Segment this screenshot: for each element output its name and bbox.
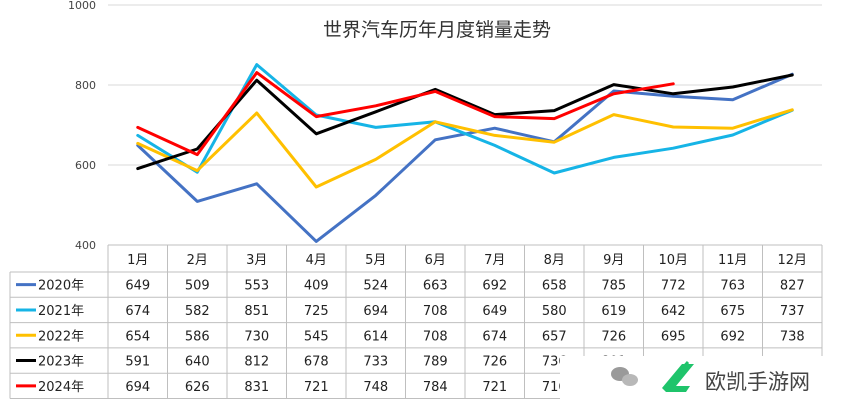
table-cell: 784 — [423, 380, 448, 395]
table-cell: 730 — [244, 329, 269, 344]
table-cell: 733 — [363, 355, 388, 370]
table-cell: 738 — [780, 329, 805, 344]
legend-label: 2023年 — [38, 355, 84, 370]
table-cell: 678 — [304, 355, 329, 370]
table-cell: 708 — [423, 329, 448, 344]
table-cell: 789 — [423, 355, 448, 370]
x-tick-label: 4月 — [306, 253, 327, 268]
x-tick-label: 9月 — [603, 253, 624, 268]
wechat-icon — [611, 367, 638, 386]
table-cell: 654 — [125, 329, 150, 344]
legend-label: 2022年 — [38, 329, 84, 344]
series-lines — [136, 63, 794, 243]
watermark: 欧凯手游网 — [560, 356, 842, 407]
table-cell: 675 — [720, 304, 745, 319]
chart-title: 世界汽车历年月度销量走势 — [323, 19, 551, 41]
table-cell: 737 — [780, 304, 805, 319]
x-tick-label: 3月 — [246, 253, 267, 268]
table-cell: 812 — [244, 355, 269, 370]
table-cell: 619 — [601, 304, 626, 319]
table-cell: 851 — [244, 304, 269, 319]
table-cell: 586 — [185, 329, 210, 344]
table-cell: 785 — [601, 279, 626, 294]
watermark-text: 欧凯手游网 — [705, 370, 810, 394]
y-tick-label-600: 600 — [75, 159, 96, 172]
table-cell: 721 — [304, 380, 329, 395]
legend-label: 2020年 — [38, 279, 84, 294]
watermark-backdrop — [560, 356, 842, 407]
table-cell: 509 — [185, 279, 210, 294]
legend-label: 2021年 — [38, 304, 84, 319]
table-cell: 692 — [482, 279, 507, 294]
y-tick-label-800: 800 — [75, 79, 96, 92]
table-cell: 831 — [244, 380, 269, 395]
table-cell: 708 — [423, 304, 448, 319]
table-cell: 827 — [780, 279, 805, 294]
table-cell: 694 — [125, 380, 150, 395]
y-tick-label-400: 400 — [75, 239, 96, 252]
table-cell: 726 — [601, 329, 626, 344]
table-cell: 674 — [125, 304, 150, 319]
table-cell: 694 — [363, 304, 388, 319]
site-logo-icon — [662, 361, 694, 392]
series-line-2023年 — [136, 73, 794, 171]
table-cell: 658 — [542, 279, 567, 294]
table-cell: 772 — [661, 279, 686, 294]
x-tick-label: 2月 — [187, 253, 208, 268]
table-cell: 663 — [423, 279, 448, 294]
x-tick-label: 1月 — [127, 253, 148, 268]
x-tick-label: 8月 — [544, 253, 565, 268]
table-cell: 591 — [125, 355, 150, 370]
gridlines — [108, 4, 822, 166]
y-axis-ticks: 400 600 800 1000 — [68, 0, 96, 252]
table-cell: 721 — [482, 380, 507, 395]
table-cell: 626 — [185, 380, 210, 395]
table-cell: 649 — [125, 279, 150, 294]
y-tick-label-1000: 1000 — [68, 0, 96, 12]
table-cell: 640 — [185, 355, 210, 370]
table-cell: 642 — [661, 304, 686, 319]
table-cell: 748 — [363, 380, 388, 395]
table-cell: 545 — [304, 329, 329, 344]
table-cell: 614 — [363, 329, 388, 344]
series-line-2024年 — [136, 71, 675, 157]
table-cell: 725 — [304, 304, 329, 319]
x-tick-label: 10月 — [658, 253, 688, 268]
table-cell: 674 — [482, 329, 507, 344]
table-cell: 726 — [482, 355, 507, 370]
x-tick-label: 7月 — [484, 253, 505, 268]
table-cell: 763 — [720, 279, 745, 294]
table-cell: 409 — [304, 279, 329, 294]
x-tick-label: 5月 — [365, 253, 386, 268]
table-cell: 580 — [542, 304, 567, 319]
table-cell: 582 — [185, 304, 210, 319]
series-line-2021年 — [136, 63, 794, 175]
table-cell: 524 — [363, 279, 388, 294]
table-cell: 692 — [720, 329, 745, 344]
x-tick-label: 6月 — [425, 253, 446, 268]
legend-label: 2024年 — [38, 380, 84, 395]
series-line-2022年 — [136, 108, 794, 189]
table-cell: 695 — [661, 329, 686, 344]
table-cell: 657 — [542, 329, 567, 344]
x-tick-label: 12月 — [777, 253, 807, 268]
table-cell: 649 — [482, 304, 507, 319]
table-cell: 553 — [244, 279, 269, 294]
x-tick-label: 11月 — [718, 253, 748, 268]
